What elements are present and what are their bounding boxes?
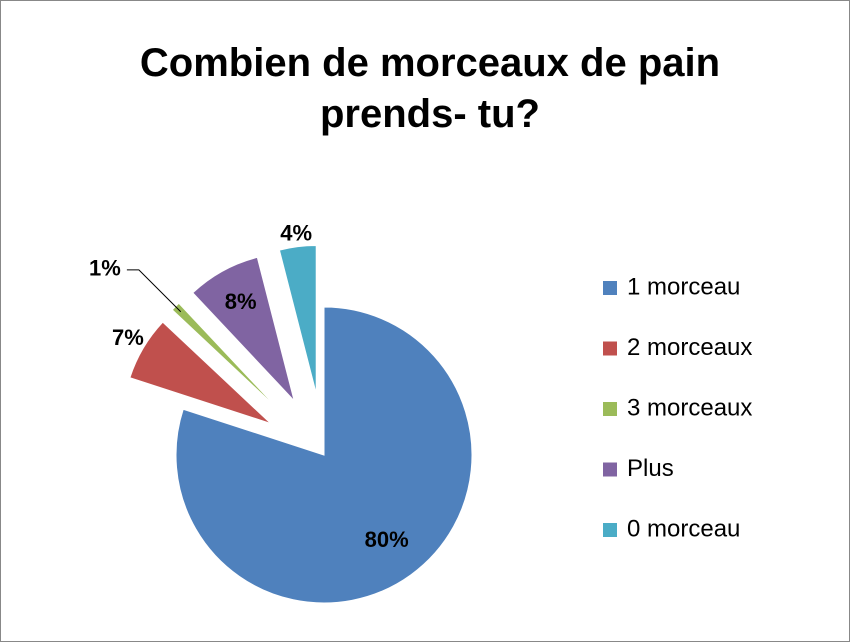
data-label: 80% [365,527,409,552]
data-label: 7% [112,325,144,350]
legend-swatch [603,523,617,537]
legend-swatch [603,462,617,477]
pie-slice [129,321,271,424]
data-label: 4% [280,221,312,246]
legend-label: 0 morceau [627,515,740,542]
legend-label: 3 morceaux [627,394,752,421]
legend-label: 2 morceaux [627,334,752,361]
pie-slice [175,306,473,604]
legend-swatch [603,402,617,416]
legend-label: 1 morceau [627,273,740,300]
legend-swatch [603,281,617,295]
data-label: 1% [89,256,121,281]
pie-slice [278,244,317,394]
chart-title: Combien de morceaux de pain prends- tu? [140,41,720,136]
leader-line [126,269,182,313]
data-label: 8% [225,289,257,314]
pie-slice [192,256,295,402]
legend-label: Plus [627,455,674,482]
legend-swatch [603,341,617,356]
